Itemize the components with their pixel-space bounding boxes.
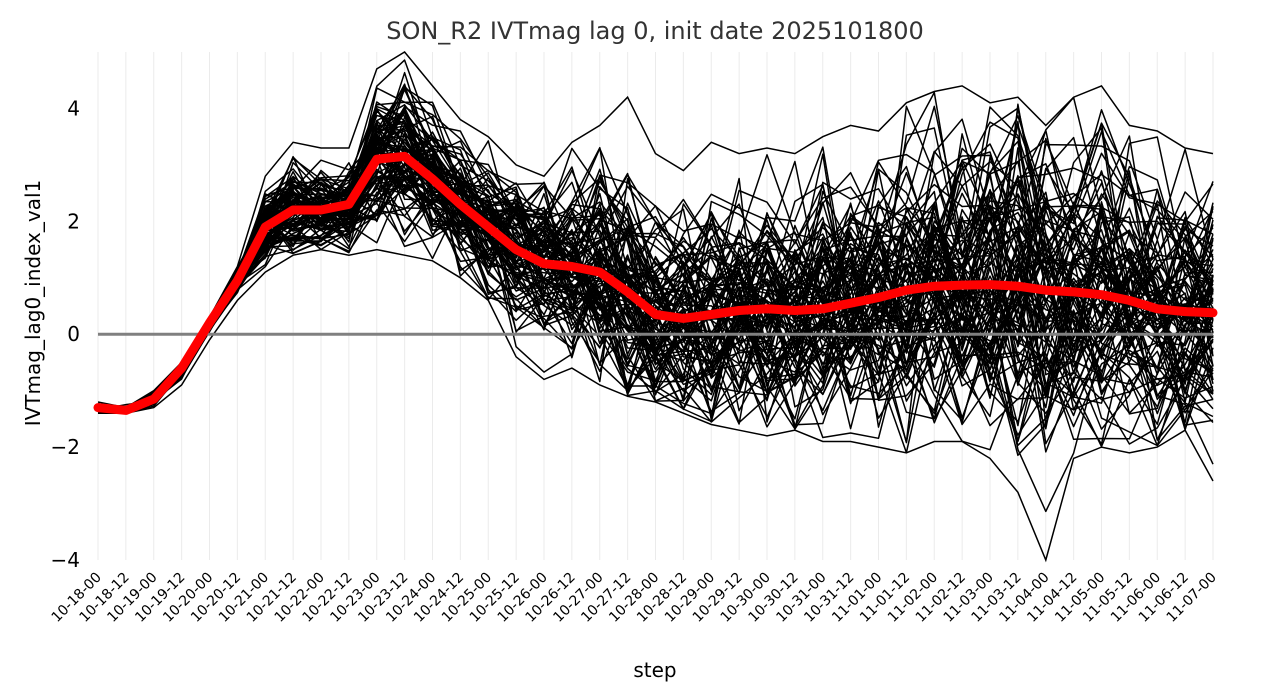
y-tick-label: 2 (67, 209, 80, 233)
ensemble-member-line (97, 106, 1214, 420)
ensemble-member-line (97, 154, 1214, 441)
y-tick-label: −4 (51, 548, 80, 572)
x-axis-ticks: 10-18-0010-18-1210-19-0010-19-1210-20-00… (49, 570, 1220, 626)
y-tick-label: 0 (67, 322, 80, 346)
ensemble-member-line (97, 179, 1214, 414)
y-tick-label: 4 (67, 96, 80, 120)
y-axis-ticks: −4 −2 0 2 4 (51, 96, 80, 572)
y-tick-label: −2 (51, 435, 80, 459)
ensemble-member-lines (97, 51, 1214, 563)
ensemble-member-line (97, 133, 1214, 412)
x-axis-label: step (633, 658, 676, 682)
ensemble-member-line (97, 152, 1214, 414)
ensemble-mean-line (93, 151, 1218, 415)
ensemble-mean-series (93, 151, 1218, 415)
ensemble-member-line (97, 96, 1214, 411)
y-axis-label: IVTmag_lag0_index_val1 (21, 180, 45, 427)
ensemble-lower-extreme-line (98, 248, 1214, 563)
ensemble-member-line (97, 135, 1214, 423)
chart-title: SON_R2 IVTmag lag 0, init date 202510180… (386, 17, 924, 45)
ensemble-upper-extreme-line (97, 51, 1214, 409)
